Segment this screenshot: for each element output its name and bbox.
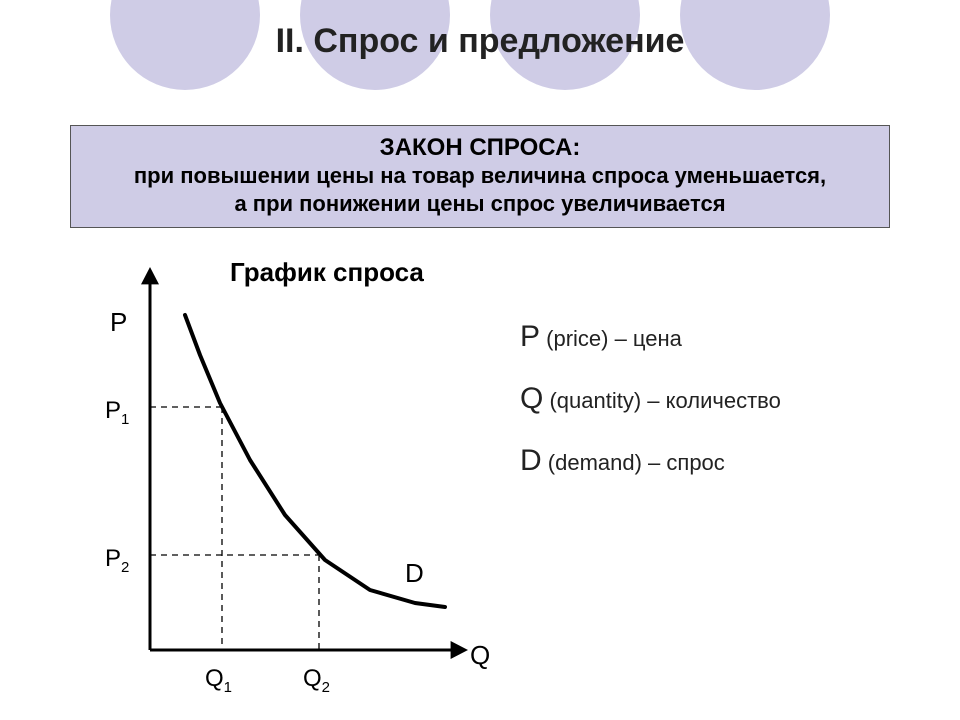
chart-title: График спроса [230,257,424,288]
legend-text-P: (price) – цена [540,326,682,351]
demand-chart: График спроса P P1 P2 Q Q1 Q2 D [55,245,495,705]
legend-text-D: (demand) – спрос [542,450,725,475]
law-body-line2: а при понижении цены спрос увеличивается [81,190,879,218]
axis-label-P1: P1 [105,397,129,428]
legend-sym-Q: Q [520,382,543,415]
law-title: ЗАКОН СПРОСА: [81,134,879,162]
axis-label-P2: P2 [105,545,129,576]
legend-sym-P: P [520,320,540,353]
legend: P (price) – цена Q (quantity) – количест… [520,320,781,506]
law-body-line1: при повышении цены на товар величина спр… [81,162,879,190]
axis-label-Q2: Q2 [303,665,330,696]
axis-label-Q: Q [470,640,490,671]
page-title: II. Спрос и предложение [0,22,960,61]
legend-sym-D: D [520,444,542,477]
curve-label-D: D [405,558,424,589]
axis-label-P: P [110,307,127,338]
legend-row-D: D (demand) – спрос [520,444,781,478]
legend-row-Q: Q (quantity) – количество [520,382,781,416]
law-of-demand-box: ЗАКОН СПРОСА: при повышении цены на това… [70,125,890,228]
legend-text-Q: (quantity) – количество [543,388,780,413]
legend-row-P: P (price) – цена [520,320,781,354]
axis-label-Q1: Q1 [205,665,232,696]
